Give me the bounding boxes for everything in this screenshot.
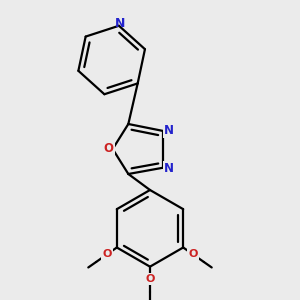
Text: N: N xyxy=(164,162,174,175)
Text: O: O xyxy=(102,249,112,260)
Text: N: N xyxy=(164,124,174,137)
Text: N: N xyxy=(115,16,125,30)
Text: O: O xyxy=(103,142,113,155)
Text: O: O xyxy=(145,274,155,284)
Text: O: O xyxy=(188,249,198,260)
